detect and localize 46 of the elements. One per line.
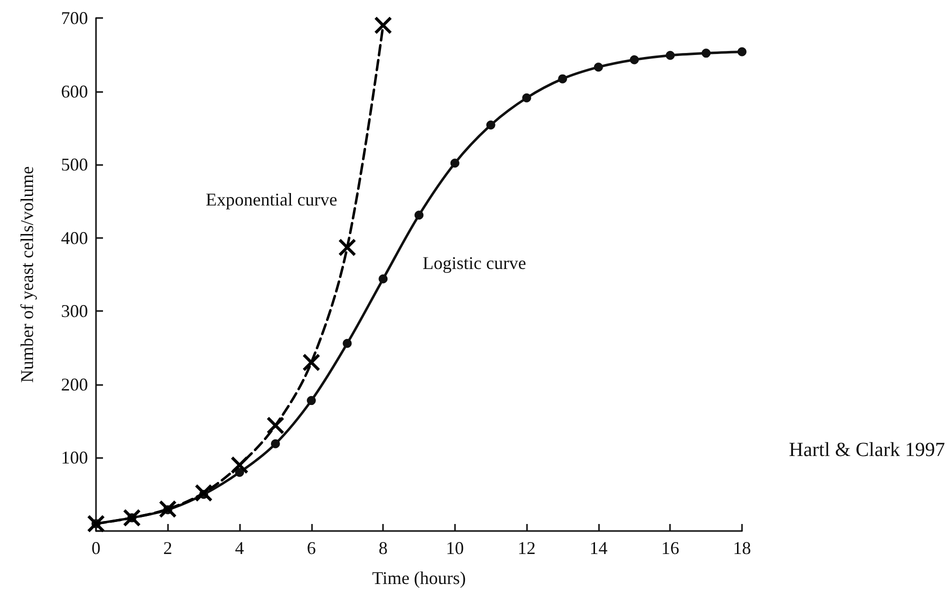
y-tick-label: 200: [61, 374, 88, 394]
point: [522, 93, 532, 102]
x-tick-label: 18: [733, 538, 751, 558]
text: Hartl & Clark 1997: [788, 439, 946, 461]
x-tick-label: 16: [661, 538, 680, 558]
y-tick-label: 400: [61, 228, 88, 248]
point: [630, 55, 639, 64]
point: [338, 238, 356, 256]
point: [558, 74, 568, 84]
point: [87, 514, 105, 533]
series-label: Exponential curve: [206, 189, 338, 210]
point: [266, 416, 284, 434]
point: [738, 47, 746, 56]
x-tick-label: 4: [235, 538, 244, 558]
point: [414, 210, 424, 220]
point: [486, 120, 496, 130]
point: [270, 439, 280, 448]
point: [230, 456, 249, 474]
point: [378, 274, 388, 284]
series-label: Logistic curve: [422, 252, 526, 273]
y-tick-label: 700: [61, 8, 88, 28]
y-tick-label: 300: [61, 301, 88, 322]
x-axis-title: Time (hours): [372, 568, 466, 588]
point: [122, 508, 141, 527]
point: [374, 16, 392, 34]
y-tick-label: 100: [61, 448, 88, 468]
point: [450, 158, 460, 168]
x-tick-label: 10: [446, 538, 464, 558]
y-axis-title: Number of yeast cells/volume: [17, 166, 37, 383]
x-tick-label: 8: [378, 538, 388, 558]
point: [342, 338, 352, 348]
point: [302, 353, 320, 372]
point: [594, 62, 603, 72]
x-tick-label: 12: [518, 538, 536, 558]
x-tick-label: 6: [306, 538, 316, 558]
point: [194, 484, 213, 502]
x-tick-label: 14: [589, 538, 608, 558]
point: [158, 500, 177, 518]
y-tick-label: 500: [61, 154, 88, 175]
x-tick-label: 0: [92, 538, 100, 558]
point: [235, 468, 244, 477]
y-tick-label: 600: [61, 81, 88, 102]
point: [306, 396, 316, 406]
point: [666, 50, 675, 60]
point: [702, 48, 711, 58]
x-tick-label: 2: [163, 538, 172, 558]
